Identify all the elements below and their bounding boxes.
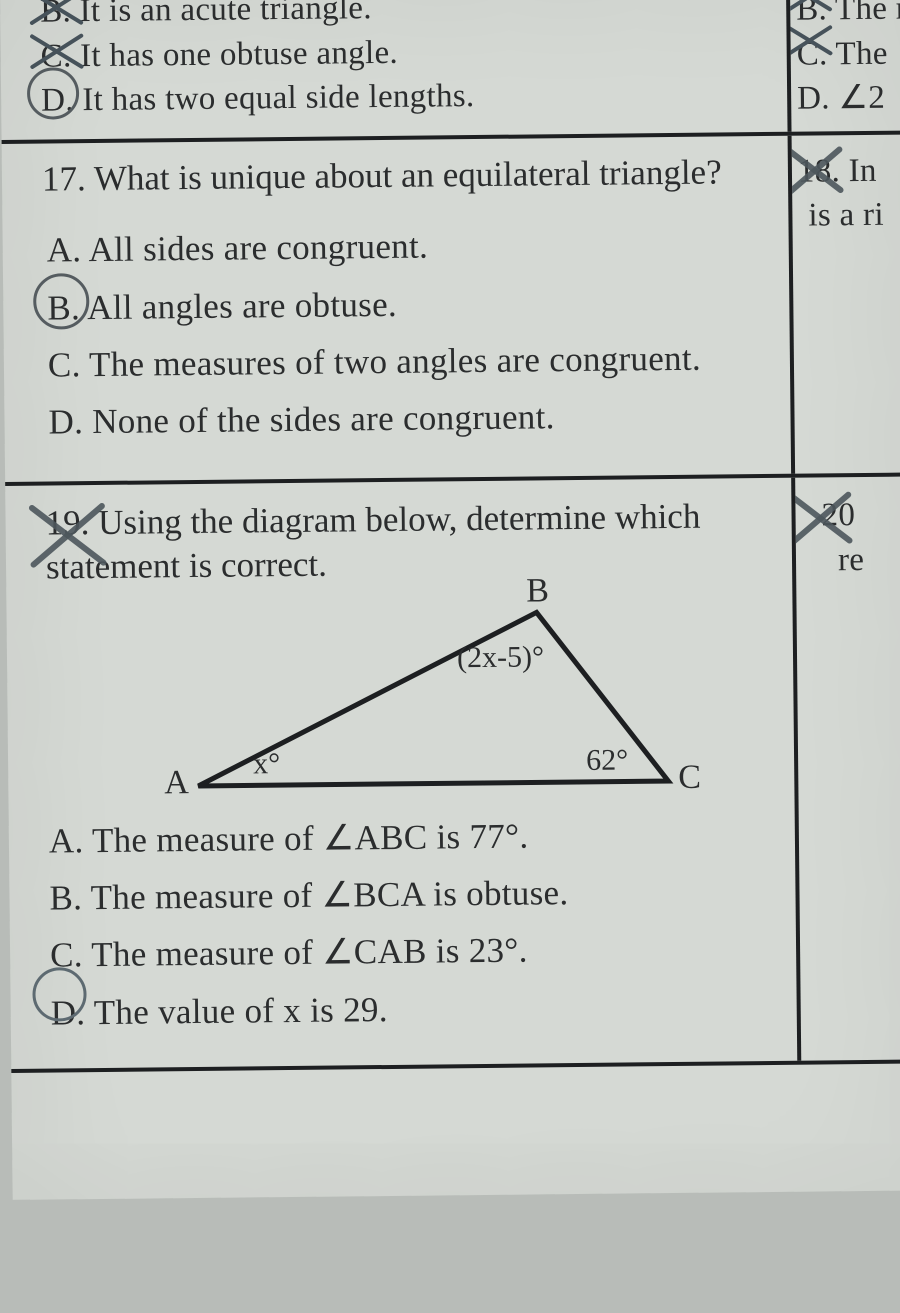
tri-label-c: C [678, 759, 701, 797]
prev-right-d: D. ∠2 [797, 76, 900, 122]
q20-line1: 20 [801, 493, 900, 539]
q17-opt-c: C. The measures of two angles are congru… [48, 334, 772, 389]
q18-line2: is a ri [798, 193, 900, 239]
tri-label-x: x° [253, 747, 280, 781]
q19-opt-d: D. The value of x is 29. [50, 982, 778, 1037]
tri-label-cang: 62° [586, 743, 628, 777]
q20-line2: re [802, 537, 900, 583]
tri-label-b: B [526, 572, 549, 610]
q17-opt-d: D. None of the sides are congruent. [48, 391, 772, 446]
tri-label-top: (2x-5)° [457, 640, 544, 675]
blank-area [11, 1063, 900, 1312]
q19-opt-b: B. The measure of ∠BCA is obtuse. [49, 867, 777, 922]
tri-label-a: A [164, 764, 189, 802]
q19-opt-a: A. The measure of ∠ABC is 77°. [49, 810, 777, 865]
prev-question-row: B. It is an acute triangle. C. It has on… [0, 0, 900, 144]
prev-right-b: B. The m [796, 0, 900, 32]
q19-row: 19. Using the diagram below, determine w… [5, 477, 900, 1073]
q17-opt-b: B. All angles are obtuse. [47, 277, 771, 332]
prev-right-c: C. The [796, 31, 900, 77]
q18-line1: 18. In [798, 148, 900, 194]
q17-opt-a: A. All sides are congruent. [46, 219, 770, 274]
q19-opt-c: C. The measure of ∠CAB is 23°. [50, 924, 778, 979]
q17-row: 17. What is unique about an equilateral … [2, 134, 900, 486]
q17-text: 17. What is unique about an equilateral … [42, 150, 762, 201]
q19-text: 19. Using the diagram below, determine w… [45, 494, 774, 589]
triangle-diagram: A B C x° (2x-5)° 62° [166, 590, 776, 806]
prev-opt-d: D. It has two equal side lengths. [41, 71, 769, 123]
prev-opt-c: C. It has one obtuse angle. [40, 27, 768, 79]
